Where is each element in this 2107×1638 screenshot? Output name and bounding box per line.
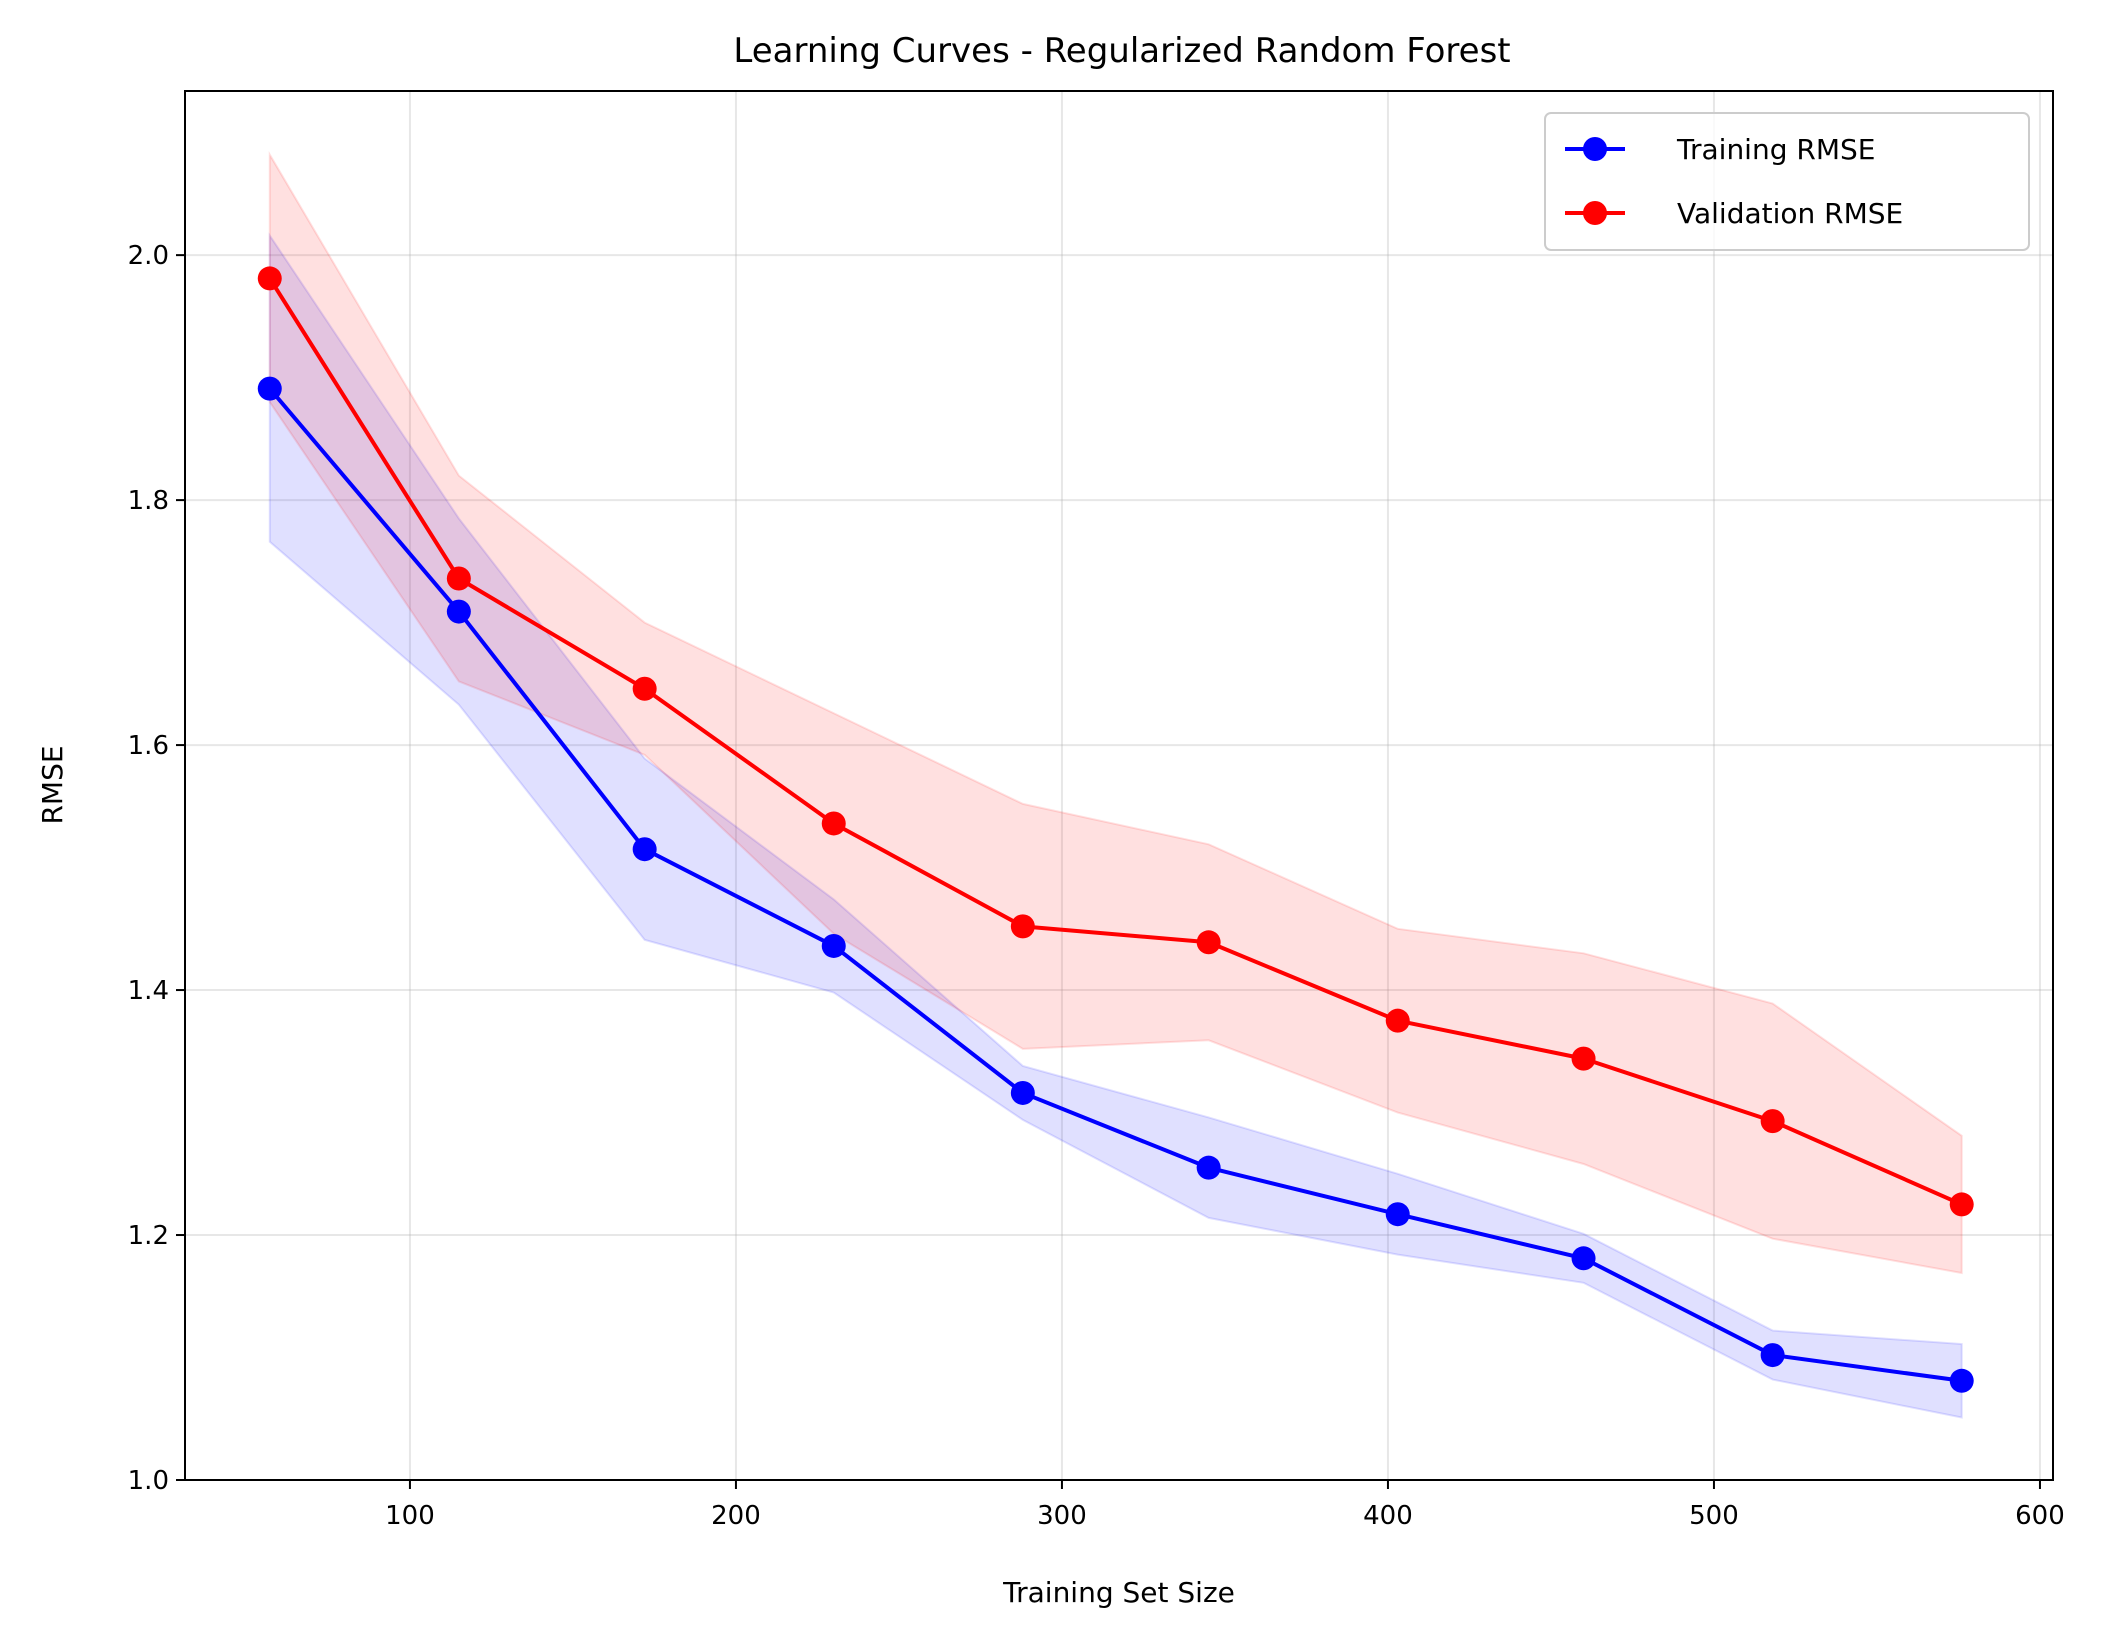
training-point <box>257 376 282 401</box>
x-tick-label: 400 <box>1363 1501 1413 1531</box>
confidence-bands <box>268 151 1963 1419</box>
y-tick-label: 1.8 <box>128 486 169 516</box>
validation-point <box>257 266 282 291</box>
x-tick-label: 600 <box>2015 1501 2065 1531</box>
validation-point <box>632 676 657 701</box>
x-tick-label: 500 <box>1689 1501 1739 1531</box>
series-lines <box>268 277 1963 1383</box>
axes-frame <box>184 90 2054 1481</box>
y-tick-label: 1.6 <box>128 731 169 761</box>
validation-line <box>268 277 1963 1207</box>
grid-lines <box>185 91 2053 1481</box>
legend-entries: Training RMSE Validation RMSE <box>1565 133 1903 230</box>
series-markers <box>257 266 1974 1393</box>
training-point <box>1571 1246 1596 1271</box>
legend-validation-marker <box>1583 201 1607 225</box>
chart-title: Learning Curves - Regularized Random For… <box>733 31 1510 71</box>
validation-confidence-band <box>268 151 1963 1275</box>
training-point <box>632 837 657 862</box>
legend-training-marker <box>1583 137 1607 161</box>
legend: Training RMSE Validation RMSE <box>1544 112 2030 251</box>
y-axis-title: RMSE <box>36 745 69 824</box>
training-point <box>821 933 846 958</box>
training-point <box>1949 1368 1974 1393</box>
validation-point <box>1196 930 1221 955</box>
x-tick-label: 300 <box>1037 1501 1087 1531</box>
validation-point <box>821 811 846 836</box>
y-tick-label: 1.4 <box>128 976 169 1006</box>
training-point <box>1010 1080 1035 1105</box>
training-point <box>1196 1155 1221 1180</box>
x-tick-label: 100 <box>385 1501 435 1531</box>
training-line <box>268 387 1962 1383</box>
y-axis-ticks: 1.0 1.2 1.4 1.6 1.8 2.0 <box>128 241 185 1496</box>
y-tick-label: 1.2 <box>128 1221 169 1251</box>
x-axis-title: Training Set Size <box>1002 1576 1235 1609</box>
training-point <box>1385 1202 1410 1227</box>
y-tick-label: 1.0 <box>128 1466 169 1496</box>
training-point <box>1760 1343 1785 1368</box>
legend-training-label: Training RMSE <box>1676 133 1875 166</box>
legend-box <box>1544 112 2030 251</box>
validation-point <box>1949 1192 1974 1217</box>
validation-point <box>1760 1109 1785 1134</box>
y-tick-label: 2.0 <box>128 241 169 271</box>
x-tick-label: 200 <box>711 1501 761 1531</box>
legend-validation-label: Validation RMSE <box>1677 197 1903 230</box>
training-point <box>446 599 471 624</box>
validation-point <box>1571 1046 1596 1071</box>
validation-point <box>446 566 471 591</box>
training-confidence-band <box>268 232 1963 1419</box>
x-axis-ticks: 100 200 300 400 500 600 <box>385 1480 2065 1531</box>
validation-point <box>1385 1008 1410 1033</box>
validation-point <box>1010 914 1035 939</box>
